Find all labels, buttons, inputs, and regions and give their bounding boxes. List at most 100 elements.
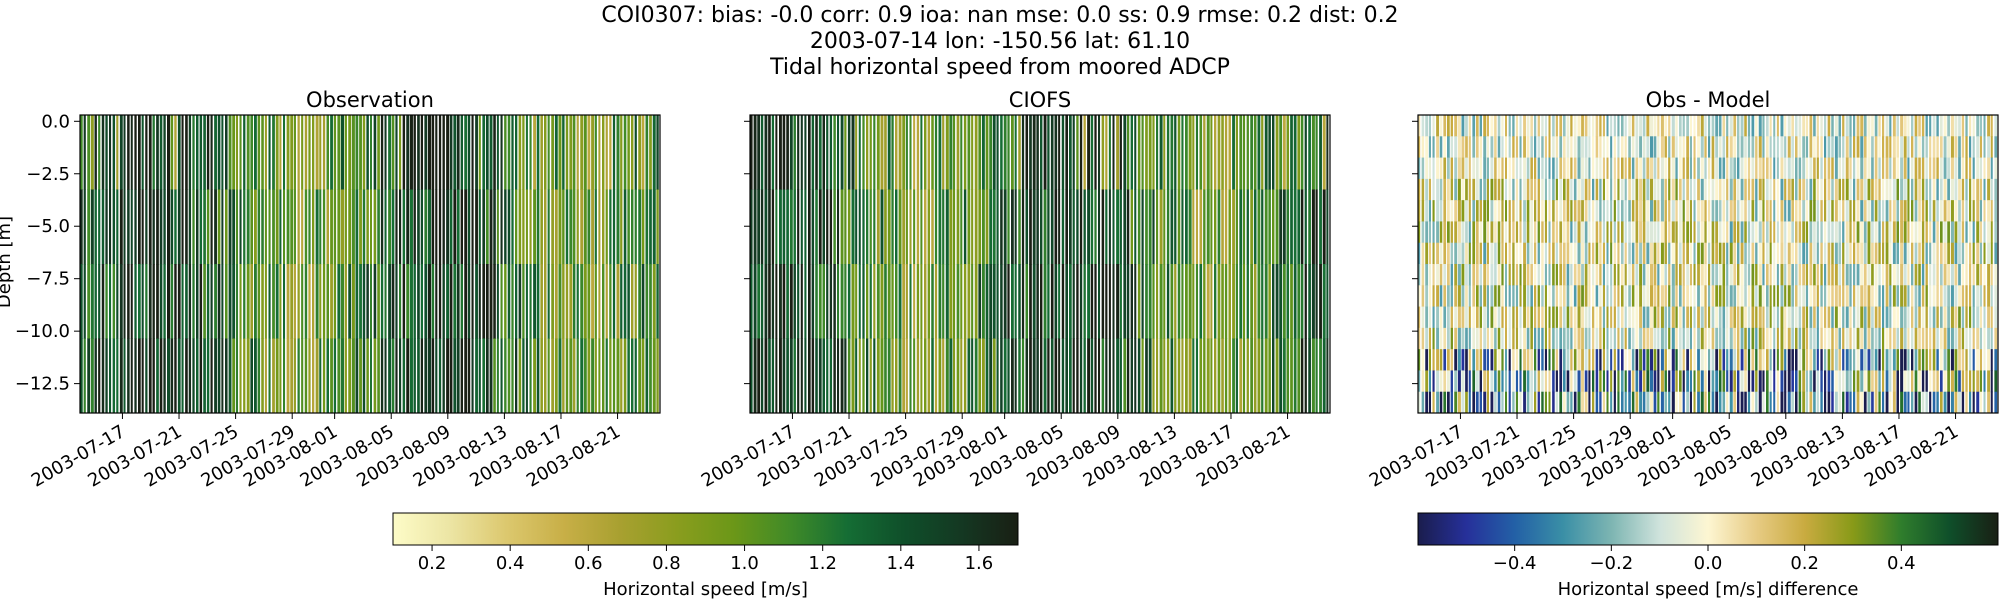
heatmap-cell xyxy=(1907,178,1910,201)
heatmap-cell xyxy=(1682,370,1685,393)
heatmap-cell xyxy=(504,338,507,414)
heatmap-cell xyxy=(616,189,620,265)
heatmap-cell xyxy=(1559,285,1563,308)
heatmap-cell xyxy=(1515,327,1519,350)
heatmap-cell xyxy=(1729,136,1733,159)
heatmap-cell xyxy=(94,264,97,339)
y-tick-label: −12.5 xyxy=(15,374,70,395)
heatmap-cell xyxy=(1903,327,1907,350)
heatmap-cell xyxy=(844,264,847,339)
heatmap-cell xyxy=(1577,327,1581,350)
heatmap-cell xyxy=(1447,221,1450,244)
heatmap-cell xyxy=(156,189,159,265)
heatmap-cell xyxy=(1581,327,1584,350)
heatmap-cell xyxy=(1994,327,1998,350)
heatmap-cell xyxy=(1174,264,1177,339)
heatmap-cell xyxy=(1711,349,1715,371)
heatmap-cell xyxy=(1058,338,1061,414)
heatmap-cell xyxy=(1224,189,1228,265)
heatmap-cell xyxy=(1776,221,1779,244)
heatmap-cell xyxy=(1635,391,1639,414)
heatmap-cell xyxy=(1726,264,1729,286)
heatmap-cell xyxy=(1650,327,1654,350)
heatmap-cell xyxy=(1512,285,1515,308)
heatmap-cell xyxy=(1704,391,1707,414)
heatmap-cell xyxy=(789,115,793,190)
heatmap-cell xyxy=(1755,370,1758,393)
heatmap-cell xyxy=(895,115,898,190)
heatmap-cell xyxy=(1871,200,1874,222)
heatmap-cell xyxy=(1653,264,1657,286)
heatmap-cell xyxy=(1878,327,1881,350)
heatmap-cell xyxy=(1708,306,1711,329)
heatmap-cell xyxy=(239,264,242,339)
heatmap-cell xyxy=(1425,157,1429,180)
heatmap-cell xyxy=(1087,189,1091,265)
heatmap-cell xyxy=(1762,391,1765,414)
heatmap-cell xyxy=(1610,327,1613,350)
heatmap-cell xyxy=(1729,306,1733,329)
heatmap-cell xyxy=(1900,327,1904,350)
heatmap-cell xyxy=(1617,349,1620,371)
heatmap-cell xyxy=(931,264,934,339)
heatmap-cell xyxy=(793,115,796,190)
heatmap-cell xyxy=(565,264,569,339)
heatmap-cell xyxy=(1885,115,1889,137)
heatmap-cell xyxy=(348,115,352,190)
heatmap-cell xyxy=(493,115,496,190)
heatmap-cell xyxy=(1505,157,1508,180)
heatmap-cell xyxy=(1979,285,1983,308)
heatmap-cell xyxy=(1631,157,1635,180)
heatmap-cell xyxy=(1029,115,1032,190)
heatmap-cell xyxy=(1889,221,1892,244)
heatmap-cell xyxy=(1508,157,1511,180)
heatmap-cell xyxy=(1925,306,1928,329)
heatmap-cell xyxy=(1014,189,1017,265)
heatmap-cell xyxy=(1831,391,1834,414)
heatmap-cell xyxy=(1787,285,1791,308)
heatmap-cell xyxy=(1624,200,1627,222)
heatmap-cell xyxy=(551,338,554,414)
heatmap-cell xyxy=(1261,264,1264,339)
heatmap-cell xyxy=(1439,327,1443,350)
heatmap-cell xyxy=(938,264,942,339)
heatmap-cell xyxy=(1425,115,1429,137)
heatmap-cell xyxy=(1653,306,1657,329)
heatmap-cell xyxy=(1512,349,1515,371)
heatmap-cell xyxy=(1751,349,1755,371)
heatmap-cell xyxy=(1443,136,1447,159)
heatmap-cell xyxy=(1711,136,1715,159)
heatmap-cell xyxy=(1119,264,1122,339)
heatmap-cell xyxy=(1831,115,1834,137)
heatmap-cell xyxy=(1050,189,1054,265)
heatmap-cell xyxy=(858,338,861,414)
heatmap-cell xyxy=(1795,370,1798,393)
heatmap-cell xyxy=(1119,338,1122,414)
heatmap-cell xyxy=(109,189,112,265)
heatmap-cell xyxy=(283,115,286,190)
heatmap-cell xyxy=(1860,327,1864,350)
heatmap-cell xyxy=(1137,264,1141,339)
heatmap-cell xyxy=(1892,391,1896,414)
heatmap-cell xyxy=(1780,157,1784,180)
heatmap-cell xyxy=(1969,115,1972,137)
heatmap-cell xyxy=(1950,391,1954,414)
heatmap-cell xyxy=(1425,136,1429,159)
heatmap-cell xyxy=(1758,136,1762,159)
heatmap-cell xyxy=(1552,327,1555,350)
heatmap-cell xyxy=(1737,221,1740,244)
heatmap-cell xyxy=(1856,200,1860,222)
heatmap-cell xyxy=(768,264,771,339)
heatmap-cell xyxy=(1631,370,1635,393)
heatmap-cell xyxy=(1878,115,1881,137)
heatmap-cell xyxy=(1559,370,1563,393)
heatmap-cell xyxy=(1570,178,1573,201)
heatmap-cell xyxy=(1903,370,1907,393)
heatmap-cell xyxy=(1592,221,1595,244)
heatmap-cell xyxy=(1961,115,1965,137)
heatmap-cell xyxy=(1174,115,1177,190)
axes-frame xyxy=(79,114,661,414)
heatmap-cell xyxy=(627,115,630,190)
heatmap-cell xyxy=(1979,178,1983,201)
heatmap-cell xyxy=(1025,115,1029,190)
